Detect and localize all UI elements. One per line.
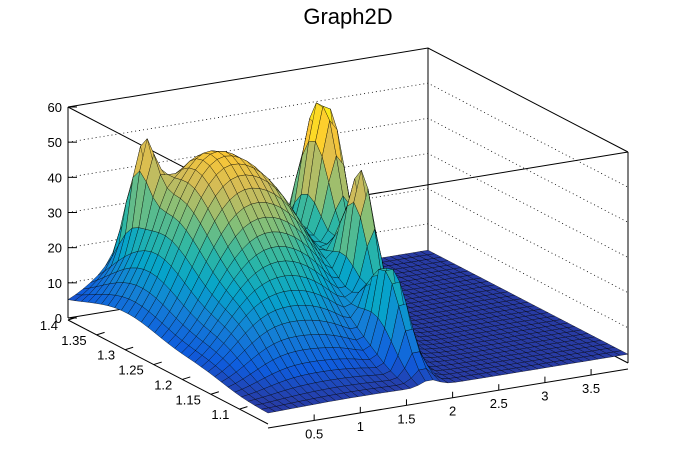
y-tick-label: 1.15 <box>176 392 201 407</box>
x-tick-label: 2 <box>449 404 456 419</box>
z-tick-label: 20 <box>48 241 62 256</box>
y-tick-label: 1.35 <box>61 333 86 348</box>
y-tick <box>210 391 220 395</box>
y-tick <box>124 346 134 351</box>
y-tick-label: 1.1 <box>211 407 229 422</box>
surface-cell <box>613 350 629 356</box>
z-tick-label: 40 <box>48 170 62 185</box>
gridline <box>67 223 629 329</box>
gridline <box>67 117 629 223</box>
z-tick-label: 60 <box>48 100 62 115</box>
x-tick-label: 3.5 <box>582 381 600 396</box>
y-tick-label: 1.4 <box>40 318 58 333</box>
chart-title: Graph2D <box>303 4 393 29</box>
y-tick <box>96 331 105 336</box>
y-axis-line <box>67 319 269 425</box>
y-tick <box>182 376 191 380</box>
z-tick-label: 10 <box>48 276 62 291</box>
box-top-edge <box>67 47 629 153</box>
x-tick-label: 1 <box>357 419 364 434</box>
x-tick-label: 3 <box>541 389 548 404</box>
gridline <box>67 153 629 258</box>
gridline <box>67 82 629 188</box>
y-tick <box>239 406 248 410</box>
y-tick-label: 1.2 <box>154 377 172 392</box>
x-axis-line <box>267 368 629 429</box>
x-tick-label: 2.5 <box>490 396 508 411</box>
y-tick-label: 1.25 <box>118 363 143 378</box>
z-tick-label: 0 <box>55 311 62 326</box>
y-tick-label: 1.3 <box>97 348 115 363</box>
z-tick-label: 30 <box>48 206 62 221</box>
x-tick-label: 1.5 <box>397 411 415 426</box>
z-tick-label: 50 <box>48 135 62 150</box>
x-tick-label: 0.5 <box>305 426 323 441</box>
gridline <box>67 188 629 294</box>
surface-mesh <box>67 102 629 414</box>
y-tick <box>153 361 162 366</box>
